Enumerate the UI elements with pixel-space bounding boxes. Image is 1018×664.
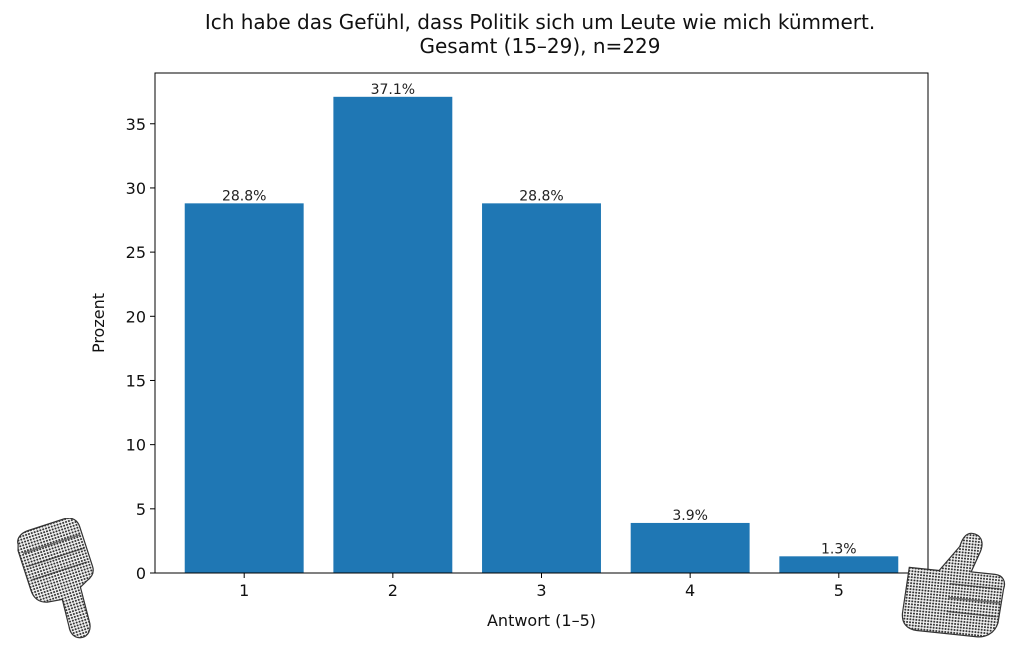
- chart-title: Ich habe das Gefühl, dass Politik sich u…: [204, 10, 876, 34]
- x-axis: 1 2 3 4 5: [239, 573, 844, 600]
- y-tick-label-10: 10: [126, 436, 146, 455]
- data-label-5: 1.3%: [821, 541, 857, 557]
- x-tick-label-2: 2: [388, 581, 398, 600]
- chart-title-block: Ich habe das Gefühl, dass Politik sich u…: [0, 10, 1018, 58]
- x-tick-label-4: 4: [685, 581, 695, 600]
- bar-4: [630, 522, 750, 573]
- data-labels-group: 28.8% 37.1% 28.8% 3.9% 1.3%: [222, 82, 857, 558]
- chart-subtitle: Gesamt (15–29), n=229: [419, 34, 661, 58]
- y-tick-label-35: 35: [126, 115, 146, 134]
- y-tick-label-15: 15: [126, 371, 146, 390]
- y-tick-label-20: 20: [126, 307, 146, 326]
- bar-2: [333, 96, 453, 574]
- bar-3: [482, 203, 601, 573]
- data-label-1: 28.8%: [222, 188, 266, 204]
- y-axis-label: Prozent: [89, 293, 108, 353]
- y-tick-label-30: 30: [126, 179, 146, 198]
- plot-frame: [154, 72, 929, 574]
- data-label-3: 28.8%: [519, 188, 563, 204]
- thumbs-down-icon: [17, 518, 94, 639]
- bar-1: [184, 203, 304, 573]
- y-tick-label-0: 0: [136, 564, 146, 583]
- y-tick-label-5: 5: [136, 500, 146, 519]
- x-tick-label-5: 5: [834, 581, 844, 600]
- x-axis-label: Antwort (1–5): [487, 611, 596, 630]
- thumbs-up-icon: [901, 532, 1006, 638]
- data-label-4: 3.9%: [672, 508, 708, 524]
- data-label-2: 37.1%: [371, 82, 415, 98]
- bars-group: [184, 96, 899, 574]
- x-tick-label-1: 1: [239, 581, 249, 600]
- bar-5: [779, 556, 899, 573]
- y-axis: 0 5 10 15 20 25 30 35: [126, 115, 155, 583]
- y-tick-label-25: 25: [126, 243, 146, 262]
- x-tick-label-3: 3: [536, 581, 546, 600]
